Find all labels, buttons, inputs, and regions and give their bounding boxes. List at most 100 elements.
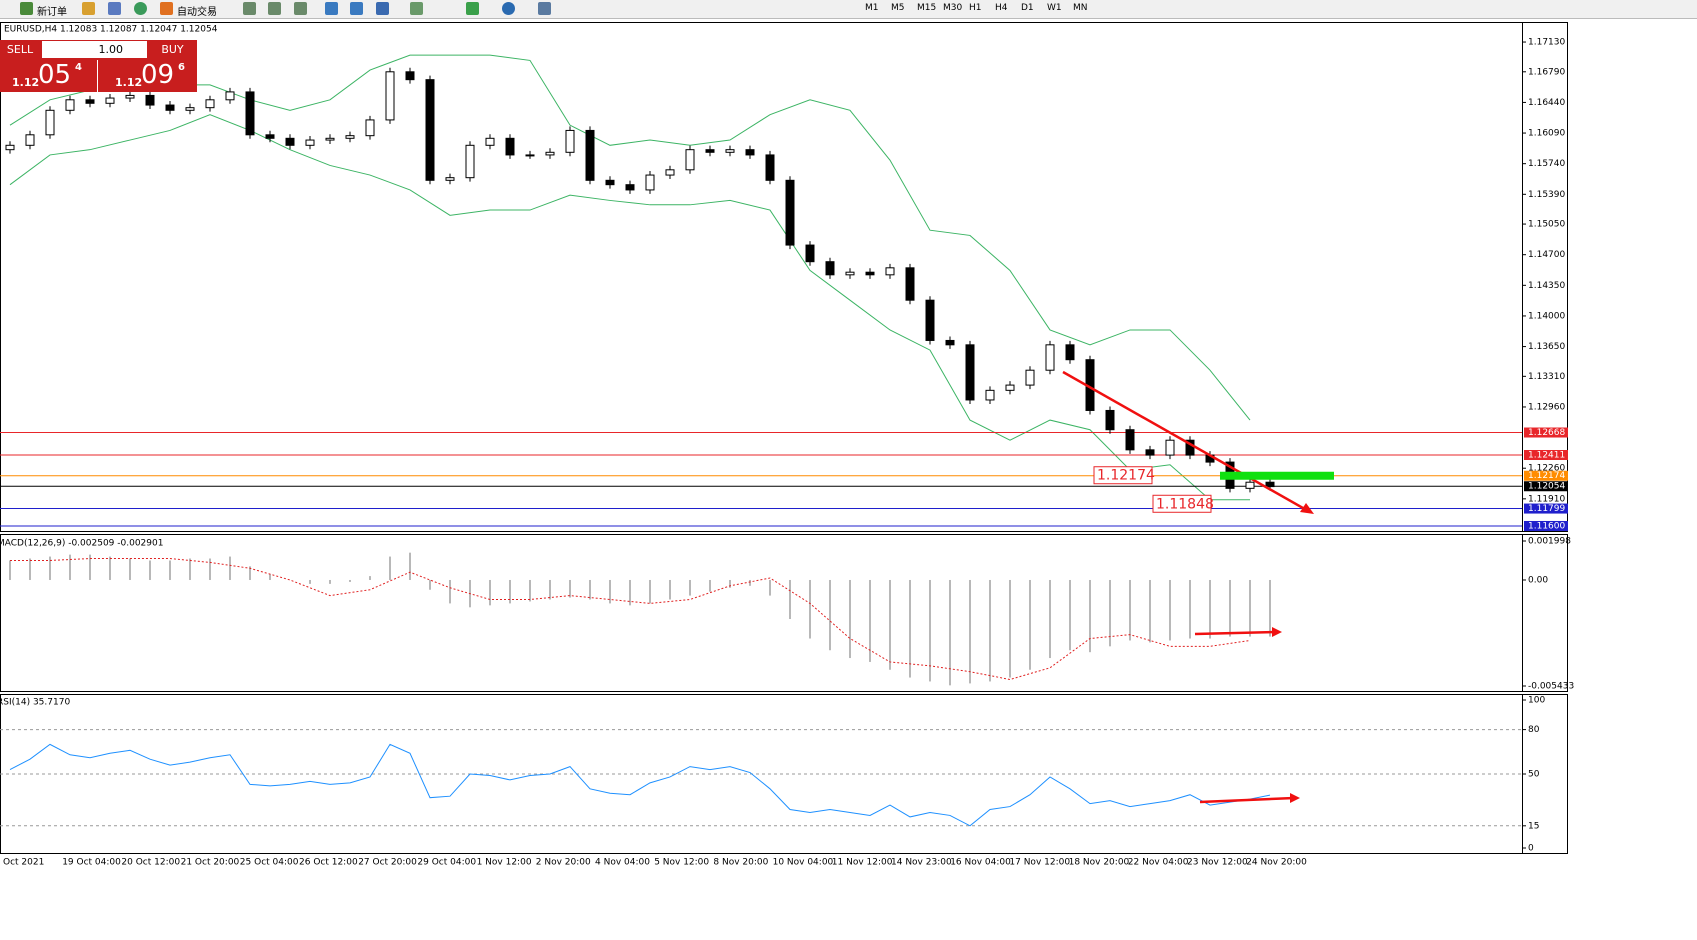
candle: [845, 271, 855, 276]
icon[interactable]: [538, 2, 551, 15]
candle: [585, 129, 595, 181]
y-tick-label: 1.14350: [1528, 281, 1565, 291]
x-tick-label: 23 Nov 12:00: [1187, 858, 1248, 868]
price-level-label: 1.11799: [1528, 504, 1565, 514]
y-tick-label: 1.15050: [1528, 220, 1565, 230]
buy-button[interactable]: BUY: [161, 43, 184, 56]
x-tick-label: 11 Nov 12:00: [832, 858, 893, 868]
candle: [805, 244, 815, 263]
candle: [1105, 409, 1115, 431]
price-level-box: [1524, 450, 1568, 461]
timeframe-button[interactable]: MN: [1073, 3, 1088, 13]
y-tick-label: 15: [1528, 821, 1539, 831]
candle: [685, 149, 695, 171]
candle: [1045, 344, 1055, 371]
icon[interactable]: [466, 2, 479, 15]
rsi-label: RSI(14) 35.7170: [0, 698, 70, 708]
candle: [905, 267, 915, 301]
ask-price[interactable]: 1.12 09 6: [97, 60, 198, 92]
arrow-head: [1300, 503, 1314, 514]
candle: [945, 339, 955, 346]
x-tick-label: 8 Nov 20:00: [713, 858, 768, 868]
arrow-head: [1272, 627, 1282, 637]
timeframe-button[interactable]: M1: [865, 3, 879, 13]
icon[interactable]: [20, 2, 33, 15]
icon[interactable]: [160, 2, 173, 15]
y-tick-label: 1.15390: [1528, 190, 1565, 200]
timeframe-button[interactable]: M15: [917, 3, 937, 13]
timeframe-button[interactable]: M5: [891, 3, 905, 13]
candle: [545, 151, 555, 156]
y-tick-label: 1.15740: [1528, 159, 1565, 169]
icon[interactable]: [502, 2, 515, 15]
candle: [785, 179, 795, 246]
timeframe-button[interactable]: H1: [969, 3, 982, 13]
icon[interactable]: [376, 2, 389, 15]
candle: [5, 144, 15, 151]
timeframe-button[interactable]: D1: [1021, 3, 1034, 13]
ask-big: 09: [141, 60, 175, 90]
price-level-box: [1524, 520, 1568, 531]
macd-signal: [10, 558, 1251, 681]
x-tick-label: 14 Nov 23:00: [891, 858, 952, 868]
ask-small: 6: [178, 62, 185, 73]
y-tick-label: 1.11910: [1528, 494, 1565, 504]
candle: [565, 129, 575, 153]
candle: [105, 97, 115, 104]
annotation-box: [1093, 466, 1153, 485]
auto-trading[interactable]: 自动交易: [177, 7, 217, 18]
icon[interactable]: [82, 2, 95, 15]
bollinger-band: [9, 54, 1251, 421]
candle: [605, 179, 615, 186]
x-tick-label: 4 Nov 04:00: [595, 858, 650, 868]
macd-label: MACD(12,26,9) -0.002509 -0.002901: [0, 539, 163, 549]
annotation-box: [1152, 494, 1212, 513]
new-order[interactable]: 新订单: [37, 7, 67, 18]
icon[interactable]: [134, 2, 147, 15]
candle: [205, 99, 215, 109]
price-level-box: [1524, 503, 1568, 514]
timeframe-button[interactable]: H4: [995, 3, 1008, 13]
icon[interactable]: [350, 2, 363, 15]
candle: [625, 184, 635, 191]
x-tick-label: 17 Nov 12:00: [1009, 858, 1070, 868]
candle: [385, 71, 395, 121]
candle: [1145, 449, 1155, 456]
timeframe-button[interactable]: W1: [1047, 3, 1062, 13]
bid-price[interactable]: 1.12 05 4: [0, 60, 95, 92]
volume-input[interactable]: 1.00: [42, 41, 147, 58]
x-tick-label: 21 Oct 20:00: [181, 858, 240, 868]
rsi-line: [9, 743, 1271, 827]
chart-header: EURUSD,H4 1.12083 1.12087 1.12047 1.1205…: [4, 25, 218, 35]
icon[interactable]: [268, 2, 281, 15]
icon[interactable]: [294, 2, 307, 15]
candle: [885, 267, 895, 276]
arrow-head: [1290, 793, 1300, 803]
y-tick-label: 1.13310: [1528, 372, 1565, 382]
icon[interactable]: [325, 2, 338, 15]
y-tick-label: 80: [1528, 725, 1540, 735]
icon[interactable]: [410, 2, 423, 15]
candle: [85, 99, 95, 104]
candle: [1025, 369, 1035, 386]
price-level-label: 1.12054: [1528, 482, 1565, 492]
annotation-label: 1.12174: [1097, 468, 1155, 484]
y-tick-label: 1.16440: [1528, 98, 1565, 108]
ask-prefix: 1.12: [115, 76, 143, 89]
x-tick-label: 22 Nov 04:00: [1128, 858, 1189, 868]
bid-big: 05: [38, 60, 72, 90]
candle: [285, 137, 295, 146]
candle: [965, 344, 975, 401]
trade-panel: SELL 1.00 BUY 1.12 05 4 1.12 09 6: [0, 40, 197, 92]
price-level-label: 1.12668: [1528, 428, 1565, 438]
icon[interactable]: [108, 2, 121, 15]
candle: [185, 107, 195, 111]
candle: [645, 174, 655, 191]
sell-button[interactable]: SELL: [0, 40, 40, 59]
candle: [825, 261, 835, 276]
y-tick-label: 1.12260: [1528, 464, 1565, 474]
y-tick-label: 1.14700: [1528, 250, 1565, 260]
icon[interactable]: [243, 2, 256, 15]
timeframe-button[interactable]: M30: [943, 3, 963, 13]
y-tick-label: 0: [1528, 844, 1534, 854]
